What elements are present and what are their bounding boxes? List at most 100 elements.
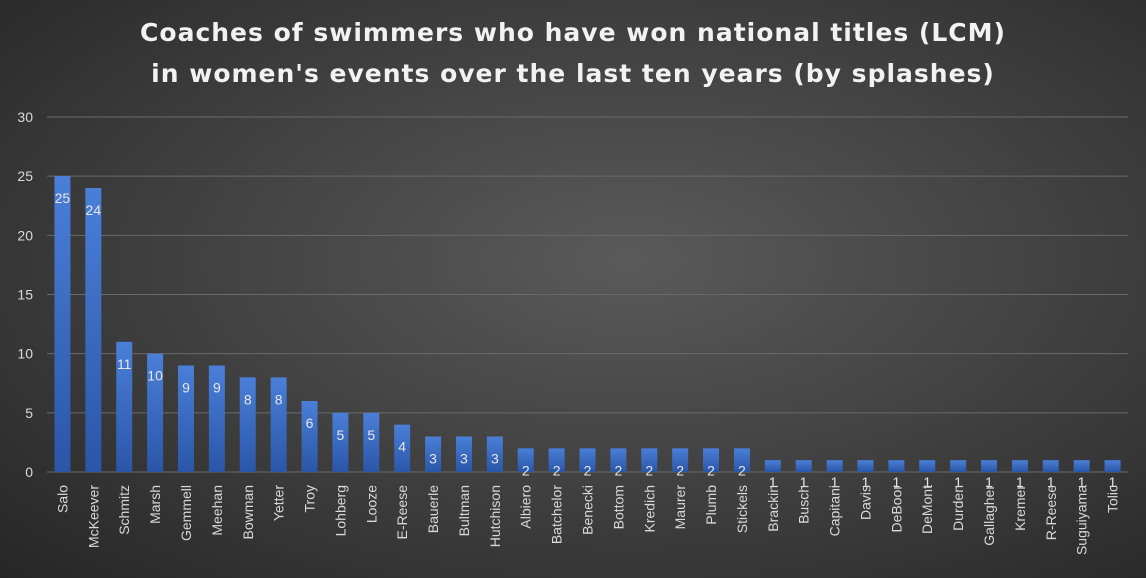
y-tick-label: 25: [17, 168, 33, 184]
x-tick-label: Bauerle: [425, 485, 441, 533]
data-label: 1: [954, 474, 962, 490]
bar-busch: [795, 460, 812, 472]
data-label: 1: [923, 474, 931, 490]
bar-bottom: [610, 448, 627, 472]
bar-davis: [857, 460, 874, 472]
y-tick-label: 20: [17, 227, 33, 243]
data-label: 1: [769, 474, 777, 490]
data-label: 1: [800, 474, 808, 490]
y-tick-label: 15: [17, 287, 33, 303]
data-label: 1: [1047, 474, 1055, 490]
x-tick-label: Troy: [302, 485, 318, 512]
data-label: 3: [460, 451, 468, 467]
bar-salo: [54, 176, 71, 472]
bar-bultman: [455, 436, 472, 472]
x-tick-label: Maurer: [672, 485, 688, 530]
data-label: 2: [738, 462, 746, 478]
bar-capitani: [826, 460, 843, 472]
chart-title-line-2: in women's events over the last ten year…: [151, 59, 995, 88]
x-tick-label: Bottom: [610, 485, 626, 529]
x-tick-label: Lohberg: [332, 485, 348, 536]
y-tick-label: 0: [25, 464, 33, 480]
x-tick-label: Salo: [54, 485, 70, 513]
x-tick-label: DeMont: [919, 485, 935, 534]
data-label: 2: [553, 462, 561, 478]
y-tick-label: 5: [25, 405, 33, 421]
data-label: 25: [55, 190, 71, 206]
data-label: 2: [676, 462, 684, 478]
bar-albiero: [517, 448, 534, 472]
data-label: 5: [337, 427, 345, 443]
data-label: 2: [707, 462, 715, 478]
bar-marsh: [147, 353, 164, 472]
x-tick-label: Davis: [857, 485, 873, 520]
data-label: 2: [584, 462, 592, 478]
data-label: 5: [367, 427, 375, 443]
x-tick-label: Brackin: [765, 485, 781, 532]
x-tick-label: Tolic: [1105, 485, 1121, 513]
bar-meehan: [208, 365, 225, 472]
x-tick-label: Plumb: [703, 485, 719, 525]
data-label: 3: [429, 451, 437, 467]
y-tick-label: 10: [17, 346, 33, 362]
bar-deboor: [888, 460, 905, 472]
data-label: 1: [1078, 474, 1086, 490]
bar-hutchison: [486, 436, 503, 472]
bar-e-reese: [394, 424, 411, 472]
data-label: 1: [1109, 474, 1117, 490]
x-tick-label: Benecki: [580, 485, 596, 535]
x-tick-label: Meehan: [209, 485, 225, 536]
x-tick-label: Bowman: [240, 485, 256, 539]
x-tick-label: Looze: [363, 485, 379, 523]
x-tick-label: McKeever: [85, 485, 101, 548]
x-tick-label: Marsh: [147, 485, 163, 524]
x-tick-label: Suguiyama: [1074, 485, 1090, 555]
bar-maurer: [672, 448, 689, 472]
y-tick-label: 30: [17, 109, 33, 125]
x-tick-label: R-Reese: [1043, 485, 1059, 540]
bar-benecki: [579, 448, 596, 472]
data-label: 6: [306, 415, 314, 431]
chart-title-line-1: Coaches of swimmers who have won nationa…: [140, 18, 1006, 47]
x-tick-label: E-Reese: [394, 485, 410, 540]
bar-suguiyama: [1073, 460, 1090, 472]
x-tick-label: Kremer: [1012, 485, 1028, 531]
x-tick-label: Bultman: [456, 485, 472, 536]
x-tick-label: Kredich: [641, 485, 657, 532]
x-tick-label: DeBoor: [888, 485, 904, 533]
bar-tolic: [1104, 460, 1121, 472]
bar-brackin: [764, 460, 781, 472]
x-tick-label: Batchelor: [549, 485, 565, 544]
data-label: 24: [86, 202, 102, 218]
bar-bauerle: [425, 436, 442, 472]
x-tick-label: Busch: [796, 485, 812, 524]
bar-stickels: [733, 448, 750, 472]
x-tick-label: Schmitz: [116, 485, 132, 535]
bar-plumb: [703, 448, 720, 472]
x-tick-label: Yetter: [271, 485, 287, 521]
data-label: 1: [892, 474, 900, 490]
data-label: 11: [117, 356, 132, 372]
data-label: 9: [182, 380, 190, 396]
data-label: 1: [985, 474, 993, 490]
data-label: 3: [491, 451, 499, 467]
x-tick-label: Capitani: [827, 485, 843, 536]
bar-bowman: [239, 377, 256, 472]
bar-yetter: [270, 377, 287, 472]
bar-r-reese: [1042, 460, 1059, 472]
data-label: 8: [244, 391, 252, 407]
bar-gallagher: [981, 460, 998, 472]
data-label: 1: [831, 474, 839, 490]
data-label: 2: [614, 462, 622, 478]
data-label: 2: [645, 462, 653, 478]
bar-lohberg: [332, 412, 349, 472]
data-label: 8: [275, 391, 283, 407]
bar-kredich: [641, 448, 658, 472]
bar-demont: [919, 460, 936, 472]
bar-gemmell: [177, 365, 194, 472]
data-label: 1: [862, 474, 870, 490]
x-tick-label: Gemmell: [178, 485, 194, 541]
data-label: 4: [398, 439, 406, 455]
bar-durden: [950, 460, 967, 472]
